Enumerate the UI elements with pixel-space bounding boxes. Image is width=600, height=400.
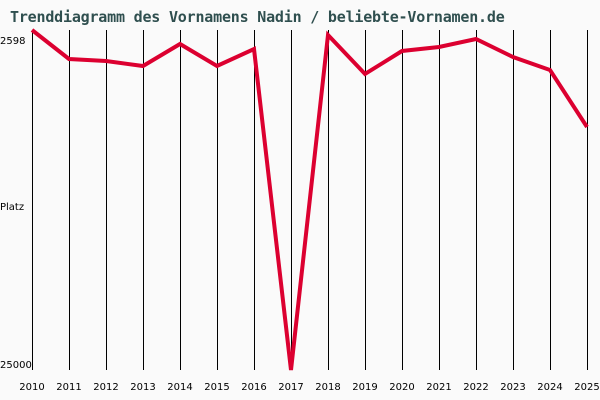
y-axis-top-label: 2598 [0,36,26,47]
x-tick-label-2024: 2024 [537,382,563,393]
x-tick-label-2020: 2020 [389,382,415,393]
x-tick-label-2023: 2023 [500,382,526,393]
x-tick-label-2016: 2016 [241,382,267,393]
series-line-nadin [30,28,589,371]
grid-lines [32,30,588,370]
x-tick-label-2019: 2019 [352,382,378,393]
x-tick-label-2010: 2010 [19,382,45,393]
x-tick-label-2011: 2011 [56,382,82,393]
x-tick-label-2022: 2022 [463,382,489,393]
x-tick-label-2014: 2014 [167,382,193,393]
x-tick-label-2018: 2018 [315,382,341,393]
y-axis-title: Platz [0,202,25,213]
x-tick-label-2015: 2015 [204,382,230,393]
x-tick-label-2017: 2017 [278,382,304,393]
chart-title: Trenddiagramm des Vornamens Nadin / beli… [10,8,505,26]
x-tick-label-2025: 2025 [574,382,600,393]
y-axis-bottom-label: 25000 [0,360,32,371]
x-tick-label-2013: 2013 [130,382,156,393]
x-tick-label-2021: 2021 [426,382,452,393]
x-tick-label-2012: 2012 [93,382,119,393]
